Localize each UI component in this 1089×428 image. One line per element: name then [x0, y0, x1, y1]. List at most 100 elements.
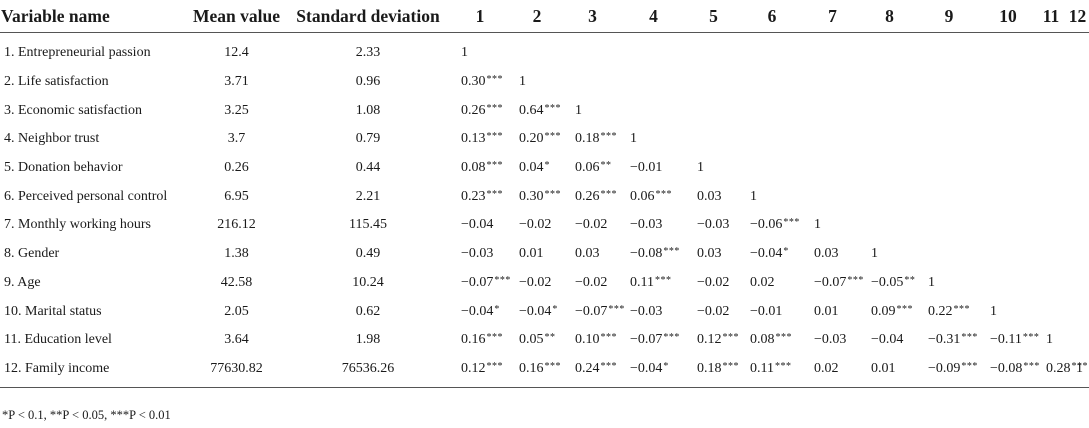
significance-stars: ***	[494, 274, 511, 286]
standard-deviation-cell: 2.33	[355, 45, 381, 61]
correlation-cell	[980, 211, 1036, 240]
significance-stars: ***	[486, 160, 503, 172]
correlation-value: −0.31	[928, 332, 961, 348]
correlation-cell: −0.05**	[861, 269, 918, 298]
correlation-value: −0.01	[630, 160, 663, 176]
correlation-cell	[1036, 269, 1066, 298]
correlation-value: −0.03	[630, 303, 663, 319]
correlation-cell: 0.13***	[451, 125, 509, 154]
correlation-value: −0.04	[461, 217, 494, 233]
correlation-value: 0.30	[519, 188, 544, 204]
correlation-cell	[1036, 240, 1066, 269]
correlation-value: −0.07	[575, 303, 608, 319]
correlation-cell	[804, 182, 861, 211]
correlation-cell: 1	[1066, 354, 1089, 389]
correlation-cell	[740, 154, 804, 183]
correlation-cell: 0.12***	[451, 354, 509, 389]
standard-deviation-cell: 0.79	[355, 131, 381, 147]
mean-value-cell: 3.7	[227, 131, 246, 147]
correlation-cell	[980, 96, 1036, 125]
significance-stars: ***	[663, 332, 680, 344]
correlation-cell	[980, 182, 1036, 211]
correlation-cell	[918, 96, 980, 125]
correlation-value: −0.11	[990, 332, 1022, 348]
significance-stars: ***	[486, 131, 503, 143]
correlation-cell	[980, 125, 1036, 154]
correlation-cell: −0.07***	[804, 269, 863, 298]
correlation-cell	[1036, 96, 1066, 125]
correlation-value: 1	[928, 274, 935, 290]
correlation-value: 1	[461, 45, 468, 61]
standard-deviation-cell: 0.96	[355, 74, 381, 90]
significance-footnote: *P < 0.1, **P < 0.05, ***P < 0.01	[2, 408, 171, 422]
correlation-value: 1	[750, 188, 757, 204]
correlation-cell	[918, 68, 980, 97]
correlation-cell: −0.03	[804, 326, 861, 355]
correlation-cell	[861, 96, 918, 125]
significance-stars: ***	[486, 102, 503, 114]
correlation-value: −0.02	[697, 303, 730, 319]
correlation-value: −0.03	[630, 217, 663, 233]
correlation-cell: −0.02	[565, 269, 620, 298]
correlation-cell	[861, 68, 918, 97]
correlation-cell	[620, 96, 687, 125]
header-col-12: 12	[1066, 0, 1089, 33]
significance-stars: ***	[486, 360, 503, 372]
correlation-value: −0.07	[461, 274, 494, 290]
correlation-cell	[1036, 182, 1066, 211]
correlation-cell: 0.64***	[509, 96, 565, 125]
variable-name-cell: 11. Education level	[4, 332, 112, 348]
correlation-cell: 0.20***	[509, 125, 565, 154]
variable-name-cell: 10. Marital status	[4, 303, 102, 319]
significance-stars: ***	[655, 188, 672, 200]
correlation-value: 0.18	[697, 360, 722, 376]
mean-value-cell: 216.12	[217, 217, 256, 233]
significance-stars: ***	[1023, 360, 1040, 372]
variable-name-cell: 4. Neighbor trust	[4, 131, 100, 147]
correlation-table: Variable name Mean value Standard deviat…	[0, 0, 1089, 389]
mean-value-cell: 12.4	[224, 45, 249, 61]
correlation-value: 0.08	[461, 160, 486, 176]
correlation-value: 0.02	[814, 360, 839, 376]
correlation-cell: 0.02	[804, 354, 861, 389]
correlation-cell: 0.24***	[565, 354, 620, 389]
correlation-cell: 0.06***	[620, 182, 687, 211]
significance-stars: **	[904, 274, 916, 286]
correlation-cell: 1	[565, 96, 620, 125]
correlation-value: 0.23	[461, 188, 486, 204]
correlation-cell: 1	[451, 33, 509, 68]
correlation-cell: −0.04*	[451, 297, 509, 326]
correlation-value: 0.04	[519, 160, 544, 176]
significance-stars: ***	[486, 188, 503, 200]
correlation-cell: −0.03	[451, 240, 509, 269]
correlation-cell: 0.16***	[509, 354, 565, 389]
correlation-value: 0.01	[814, 303, 839, 319]
correlation-cell: 0.03	[687, 182, 740, 211]
correlation-cell: 0.06**	[565, 154, 620, 183]
correlation-cell	[918, 240, 980, 269]
significance-stars: *	[663, 360, 669, 372]
correlation-cell: −0.02	[687, 297, 740, 326]
correlation-cell	[1066, 154, 1089, 183]
significance-stars: ***	[663, 246, 680, 258]
variable-name-cell: 8. Gender	[4, 246, 60, 262]
significance-stars: ***	[783, 217, 800, 229]
correlation-cell: 0.30***	[509, 182, 565, 211]
correlation-value: −0.08	[630, 246, 663, 262]
header-col-11: 11	[1036, 0, 1066, 33]
correlation-cell: −0.11***	[980, 326, 1039, 355]
correlation-cell: 0.26***	[565, 182, 620, 211]
correlation-value: −0.07	[814, 274, 847, 290]
correlation-cell	[740, 33, 804, 68]
correlation-value: 0.03	[697, 188, 722, 204]
significance-stars: **	[544, 332, 556, 344]
correlation-value: −0.01	[750, 303, 783, 319]
correlation-value: −0.07	[630, 332, 663, 348]
correlation-cell	[861, 33, 918, 68]
significance-stars: ***	[953, 303, 970, 315]
table-row: 6. Perceived personal control 6.95 2.21 0.2…	[0, 182, 1089, 211]
correlation-value: 0.12	[461, 360, 486, 376]
correlation-value: 0.12	[697, 332, 722, 348]
standard-deviation-cell: 76536.26	[285, 354, 451, 389]
significance-stars: ***	[961, 332, 978, 344]
